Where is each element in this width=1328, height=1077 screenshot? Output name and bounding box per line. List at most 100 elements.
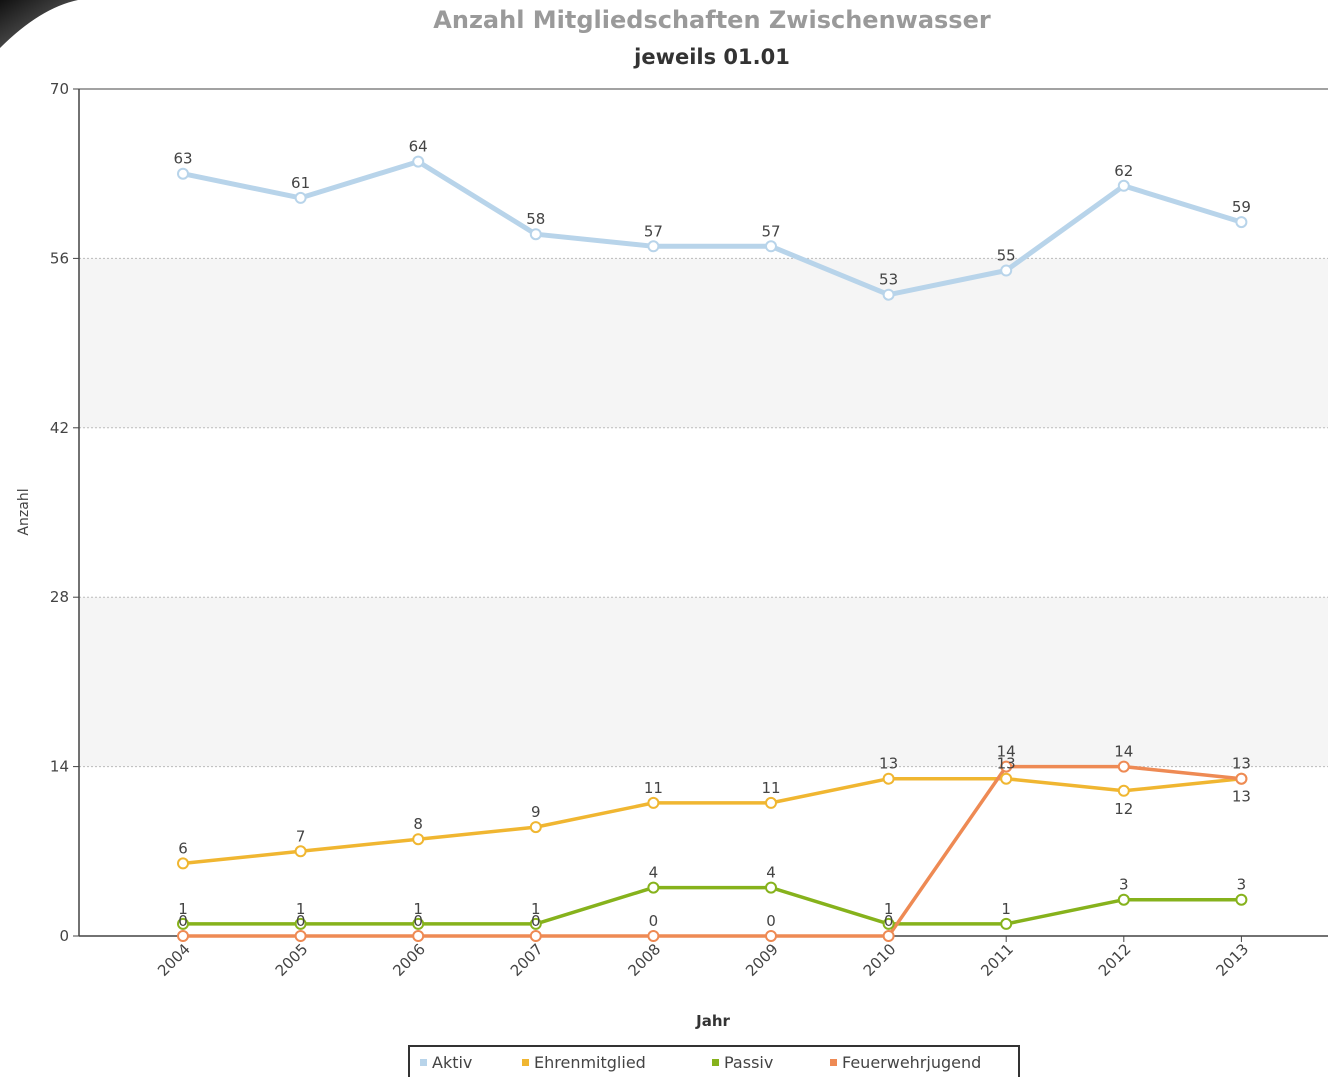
x-tick-label: 2012 (1095, 940, 1135, 980)
data-label-feuerwehrjugend: 0 (766, 912, 776, 930)
data-point-passiv (765, 881, 777, 894)
data-point-aktiv (294, 191, 307, 204)
data-label-feuerwehrjugend: 0 (413, 912, 423, 930)
series-line-aktiv (180, 159, 1244, 298)
data-point-aktiv (412, 155, 425, 168)
data-point-aktiv (1117, 179, 1130, 192)
legend-marker-feuerwehrjugend (830, 1059, 837, 1066)
x-tick-label: 2009 (742, 940, 782, 980)
data-point-ehrenmitglied (412, 833, 425, 846)
data-label-ehrenmitglied: 13 (1232, 788, 1251, 806)
y-axis-ticks: 0 14 28 42 56 70 (50, 80, 79, 945)
data-label-feuerwehrjugend: 0 (884, 912, 894, 930)
data-point-ehrenmitglied (1117, 784, 1130, 797)
data-label-passiv: 1 (1001, 900, 1011, 918)
data-point-aktiv (529, 228, 542, 241)
data-label-passiv: 1 (884, 900, 894, 918)
legend-marker-passiv (712, 1059, 719, 1066)
data-label-aktiv: 55 (997, 247, 1016, 265)
x-tick-label: 2010 (860, 940, 900, 980)
data-label-aktiv: 63 (173, 150, 192, 168)
x-tick-label: 2008 (624, 940, 664, 980)
x-axis-ticks: 2004 2005 2006 2007 2008 2009 2010 2011 2012 2013 (154, 936, 1252, 980)
data-label-feuerwehrjugend: 14 (997, 743, 1016, 761)
data-label-feuerwehrjugend: 14 (1114, 743, 1133, 761)
x-tick-label: 2013 (1212, 940, 1252, 980)
plot-bands (79, 258, 1328, 767)
legend-label-aktiv: Aktiv (432, 1053, 472, 1072)
legend: Aktiv Ehrenmitglied Passiv Feuerwehrjugend (408, 1045, 1020, 1077)
data-label-passiv: 1 (178, 900, 188, 918)
data-label-ehrenmitglied: 8 (413, 815, 423, 833)
y-tick-label: 70 (50, 80, 69, 98)
data-point-ehrenmitglied (529, 821, 542, 834)
chart-title: Anzahl Mitgliedschaften Zwischenwasser (433, 6, 991, 34)
data-label-ehrenmitglied: 9 (531, 803, 541, 821)
data-label-ehrenmitglied: 11 (644, 779, 663, 797)
data-point-passiv (1117, 893, 1130, 906)
data-point-ehrenmitglied (765, 796, 777, 809)
data-label-passiv: 1 (531, 900, 541, 918)
data-label-passiv: 4 (766, 864, 776, 882)
data-point-passiv (294, 917, 307, 930)
data-label-passiv: 3 (1119, 876, 1129, 894)
series-group (177, 155, 1248, 942)
data-label-ehrenmitglied: 7 (296, 827, 306, 845)
data-point-aktiv (882, 288, 895, 301)
x-tick-label: 2005 (272, 940, 312, 980)
series-line-feuerwehrjugend (181, 764, 1244, 938)
data-label-passiv: 4 (649, 864, 659, 882)
data-point-ehrenmitglied (647, 796, 660, 809)
legend-label-ehrenmitglied: Ehrenmitglied (534, 1053, 646, 1072)
legend-label-feuerwehrjugend: Feuerwehrjugend (842, 1053, 981, 1072)
legend-label-passiv: Passiv (724, 1053, 773, 1072)
data-point-ehrenmitglied (294, 845, 307, 858)
data-label-passiv: 1 (413, 900, 423, 918)
data-label-aktiv: 57 (761, 222, 780, 240)
data-label-aktiv: 61 (291, 174, 310, 192)
data-label-aktiv: 53 (879, 271, 898, 289)
y-tick-label: 0 (59, 927, 69, 945)
data-point-passiv (412, 917, 425, 930)
data-point-ehrenmitglied (177, 857, 189, 870)
data-label-ehrenmitglied: 12 (1114, 800, 1133, 818)
data-label-aktiv: 59 (1232, 198, 1251, 216)
legend-marker-aktiv (420, 1059, 427, 1066)
data-label-ehrenmitglied: 6 (178, 839, 188, 857)
data-label-feuerwehrjugend: 13 (1232, 755, 1251, 773)
data-point-aktiv (1235, 216, 1248, 229)
y-tick-label: 42 (50, 419, 69, 437)
data-label-ehrenmitglied: 13 (879, 755, 898, 773)
legend-marker-ehrenmitglied (522, 1059, 529, 1066)
data-point-ehrenmitglied (1000, 772, 1013, 785)
data-label-ehrenmitglied: 11 (761, 779, 780, 797)
data-label-feuerwehrjugend: 0 (531, 912, 541, 930)
data-label-passiv: 1 (296, 900, 306, 918)
data-point-passiv (177, 917, 189, 930)
data-point-feuerwehrjugend (765, 930, 777, 942)
chart-subtitle: jeweils 01.01 (633, 45, 790, 69)
data-point-feuerwehrjugend (1117, 760, 1130, 773)
data-label-feuerwehrjugend: 0 (178, 912, 188, 930)
data-label-passiv: 3 (1237, 876, 1247, 894)
series-line-passiv (181, 885, 1244, 926)
data-point-feuerwehrjugend (412, 930, 425, 942)
data-point-aktiv (647, 240, 660, 253)
data-point-feuerwehrjugend (529, 930, 542, 942)
x-tick-label: 2007 (507, 940, 547, 980)
data-point-feuerwehrjugend (1235, 772, 1248, 785)
data-point-passiv (882, 917, 895, 930)
data-point-passiv (1235, 893, 1248, 906)
y-axis-title: Anzahl (16, 488, 32, 535)
data-point-feuerwehrjugend (294, 930, 307, 942)
data-label-feuerwehrjugend: 0 (296, 912, 306, 930)
x-tick-label: 2011 (977, 940, 1017, 980)
data-label-aktiv: 57 (644, 222, 663, 240)
x-tick-label: 2006 (389, 940, 429, 980)
data-label-ehrenmitglied: 13 (997, 755, 1016, 773)
data-point-feuerwehrjugend (647, 930, 660, 942)
data-point-passiv (1000, 917, 1013, 930)
data-point-passiv (529, 917, 542, 930)
y-tick-label: 28 (50, 588, 69, 606)
